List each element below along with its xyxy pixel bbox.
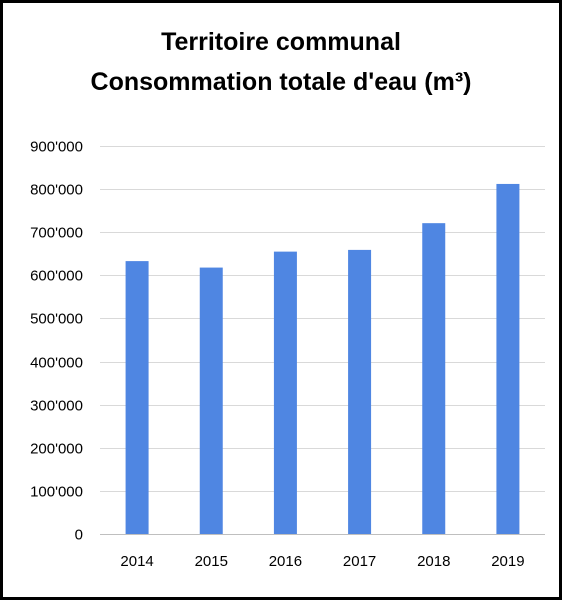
bar-2015 <box>199 267 223 534</box>
y-tick-label: 500'000 <box>30 311 83 328</box>
x-tick-label: 2018 <box>417 553 450 570</box>
bars <box>125 183 520 535</box>
chart-title-line-2: Consommation totale d'eau (m³) <box>90 68 472 96</box>
y-tick-label: 0 <box>75 527 83 544</box>
y-tick-label: 900'000 <box>30 139 83 156</box>
chart-title: Territoire communal Consommation totale … <box>0 22 562 102</box>
x-tick-label: 2016 <box>269 553 302 570</box>
x-tick-label: 2017 <box>343 553 376 570</box>
x-tick-label: 2015 <box>195 553 228 570</box>
y-tick-label: 100'000 <box>30 484 83 501</box>
y-tick-label: 700'000 <box>30 225 83 242</box>
gridlines <box>100 146 545 492</box>
bar-2017 <box>348 249 372 535</box>
bar-2014 <box>125 261 149 534</box>
y-tick-label: 800'000 <box>30 182 83 199</box>
y-tick-label: 400'000 <box>30 355 83 372</box>
bar-2018 <box>422 223 446 534</box>
bar-2019 <box>496 183 520 534</box>
x-tick-label: 2014 <box>120 553 153 570</box>
y-tick-label: 200'000 <box>30 441 83 458</box>
tick-labels: 0 100'000 200'000 300'000 400'000 500'000 600'… <box>30 139 525 571</box>
x-tick-label: 2019 <box>491 553 524 570</box>
y-tick-label: 600'000 <box>30 268 83 285</box>
bar-2016 <box>273 251 297 534</box>
y-tick-label: 300'000 <box>30 398 83 415</box>
chart-title-line-1: Territoire communal <box>161 28 401 56</box>
